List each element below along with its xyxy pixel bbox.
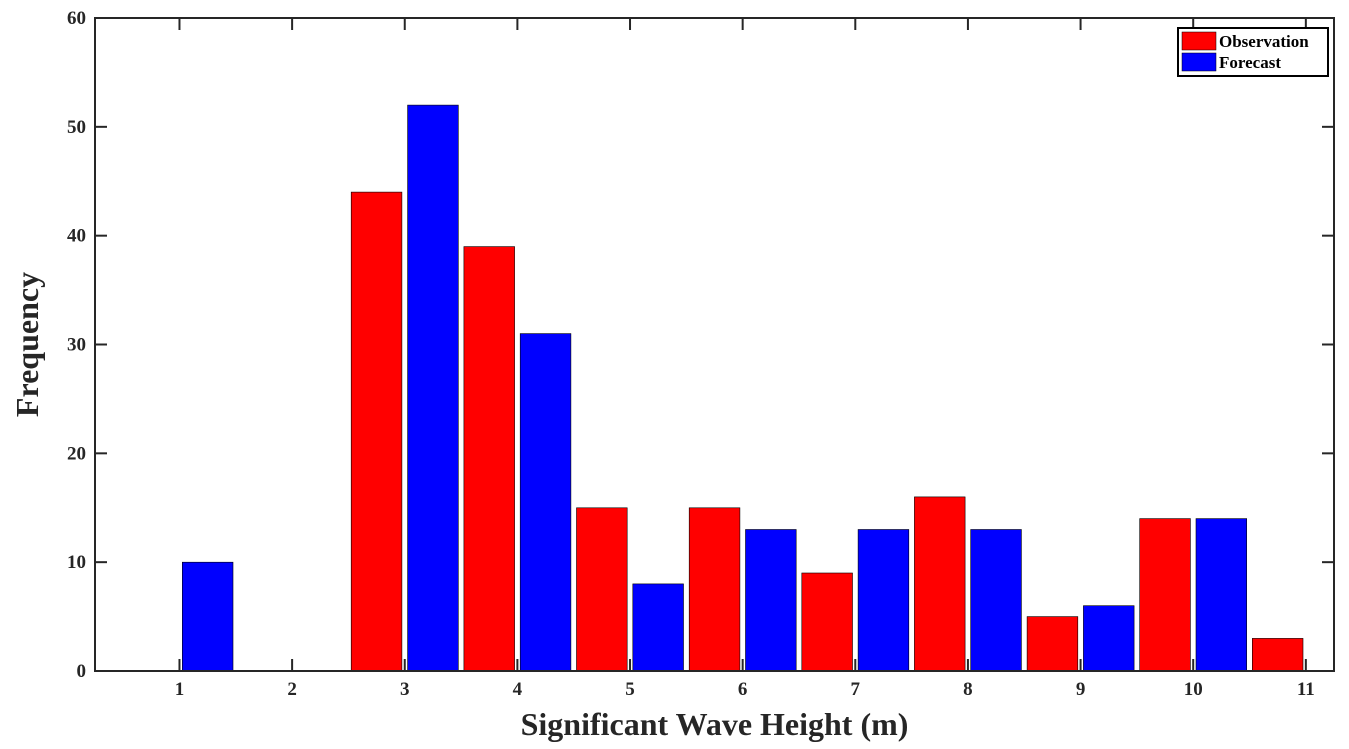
bar-observation-8.75	[1026, 616, 1079, 672]
bar-observation-4.75	[576, 507, 628, 672]
legend-swatch-observation	[1181, 31, 1217, 51]
y-tick-label: 10	[67, 552, 86, 573]
x-tick-label: 5	[625, 679, 635, 700]
bar-observation-7.75	[914, 496, 966, 672]
x-tick-label: 10	[1184, 679, 1203, 700]
tick-labels: 1 2 3 4 5 6 7 8 9 10 11 0 10 20 30 40 50 60	[67, 8, 1315, 700]
bar-forecast-5.25	[632, 583, 684, 672]
y-tick-label: 30	[67, 335, 86, 356]
bar-forecast-9.25	[1083, 605, 1135, 672]
x-tick-label: 11	[1297, 679, 1315, 700]
legend-label-forecast: Forecast	[1219, 53, 1281, 72]
bar-forecast-10.25	[1195, 518, 1248, 672]
bar-forecast-3.25	[407, 104, 459, 672]
y-tick-label: 50	[67, 117, 86, 138]
bar-forecast-7.25	[857, 529, 910, 672]
bar-forecast-1.25	[182, 561, 234, 672]
bar-observation-5.75	[688, 507, 741, 672]
x-tick-label: 1	[175, 679, 185, 700]
x-tick-label: 8	[963, 679, 973, 700]
y-tick-label: 20	[67, 443, 86, 464]
y-tick-label: 0	[77, 661, 87, 682]
legend-label-observation: Observation	[1219, 32, 1309, 51]
bar-observation-2.75	[350, 191, 403, 672]
bar-observation-10.75	[1252, 638, 1304, 672]
bar-forecast-8.25	[970, 529, 1022, 672]
bar-observation-6.75	[801, 572, 853, 672]
x-axis-label: Significant Wave Height (m)	[521, 706, 909, 742]
x-tick-label: 6	[738, 679, 748, 700]
y-axis-label: Frequency	[9, 272, 45, 417]
y-tick-label: 60	[67, 8, 86, 29]
bar-forecast-4.25	[519, 333, 572, 672]
bars	[182, 104, 1304, 672]
x-tick-label: 4	[513, 679, 523, 700]
bar-observation-3.75	[463, 246, 515, 672]
x-tick-label: 2	[287, 679, 297, 700]
legend-swatch-forecast	[1181, 52, 1217, 72]
x-tick-label: 3	[400, 679, 410, 700]
legend: Observation Forecast	[1177, 27, 1329, 77]
x-tick-label: 9	[1076, 679, 1086, 700]
plot-frame	[94, 17, 1335, 672]
x-tick-label: 7	[851, 679, 861, 700]
y-tick-label: 40	[67, 226, 86, 247]
bar-observation-9.75	[1139, 518, 1191, 672]
bar-forecast-6.25	[745, 529, 797, 672]
